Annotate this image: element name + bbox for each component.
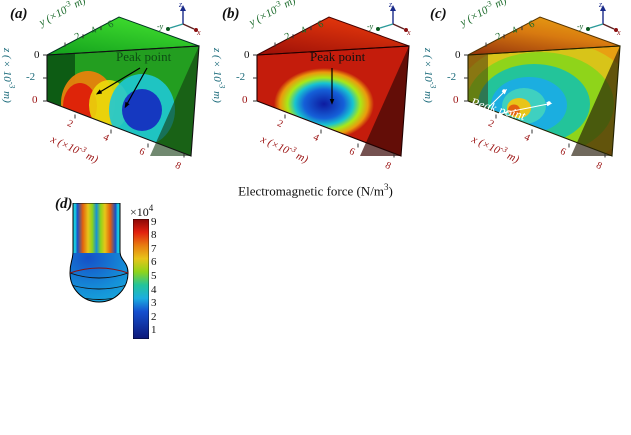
svg-text:x: x bbox=[406, 28, 411, 37]
svg-text:x: x bbox=[616, 28, 621, 37]
svg-text:-y: -y bbox=[577, 22, 584, 31]
svg-text:-y: -y bbox=[157, 22, 164, 31]
svg-text:x: x bbox=[196, 28, 201, 37]
svg-text:-y: -y bbox=[367, 22, 374, 31]
